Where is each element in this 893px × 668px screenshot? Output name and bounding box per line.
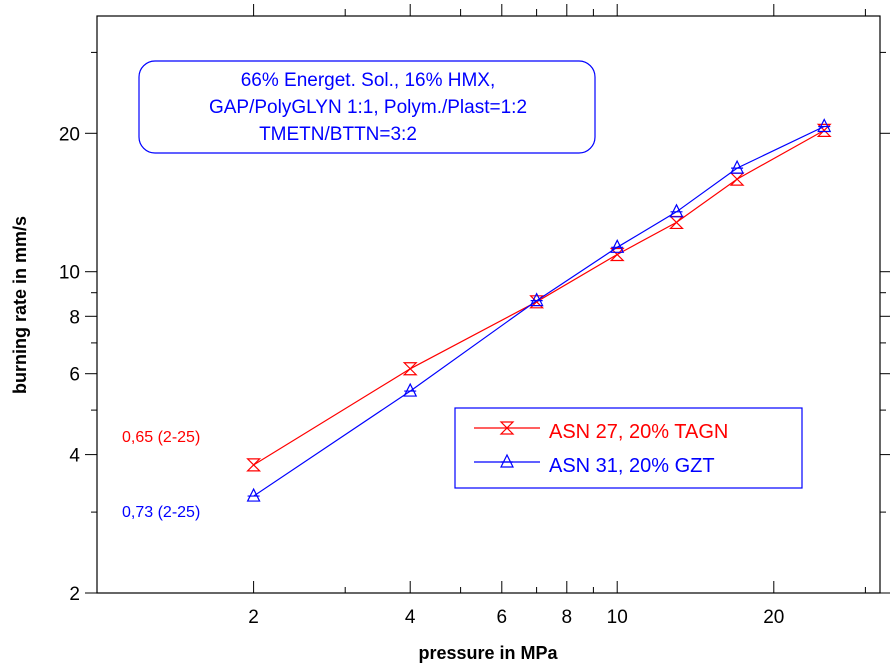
data-point [609,247,625,262]
y-tick-label: 4 [69,446,80,467]
info-box: 66% Energet. Sol., 16% HMX, GAP/PolyGLYN… [138,60,596,154]
legend-sample-marker [499,421,515,435]
y-tick-label: 2 [69,584,80,605]
data-point [246,458,262,472]
x-tick-label: 10 [607,607,628,628]
axis-tick-labels: 2 4 6 8 10 20 2 4 6 8 10 20 [59,124,785,628]
x-tick-label: 8 [562,607,573,628]
y-tick-label: 6 [69,365,80,386]
data-point [246,487,261,502]
x-tick-label: 20 [763,607,784,628]
plot-frame [96,15,881,594]
y-tick-label: 8 [69,307,80,328]
data-point [529,295,545,309]
x-tick-label: 2 [248,607,259,628]
legend-label-tagn: ASN 27, 20% TAGN [549,421,728,443]
legend-frame [454,407,803,489]
data-point [610,238,625,253]
y-tick-label: 20 [59,124,80,145]
y-tick-label: 10 [59,263,80,284]
info-line-1: 66% Energet. Sol., 16% HMX, [241,70,496,91]
x-axis-title: pressure in MPa [418,643,558,663]
legend-label-gzt: ASN 31, 20% GZT [549,455,715,477]
exponent-label-tagn: 0,65 (2-25) [122,429,200,446]
series-layer [246,118,832,502]
data-point [529,292,544,307]
data-point [669,215,684,230]
info-line-3: TMETN/BTTN=3:2 [259,124,417,145]
legend: ASN 27, 20% TAGN ASN 31, 20% GZT [454,407,803,489]
data-point [817,118,832,133]
data-point [403,382,418,397]
info-box-frame [138,60,596,154]
x-tick-label: 6 [497,607,508,628]
x-tick-label: 4 [405,607,416,628]
exponent-label-gzt: 0,73 (2-25) [122,504,200,521]
info-line-2: GAP/PolyGLYN 1:1, Polym./Plast=1:2 [209,97,527,118]
axis-ticks [85,4,890,594]
data-point [402,362,418,376]
legend-sample-marker [500,453,514,468]
series-gzt [246,118,832,502]
y-axis-title: burning rate in mm/s [10,216,30,394]
data-point [730,159,745,174]
data-point [669,203,684,218]
data-point [729,172,745,186]
legend-items [474,421,540,468]
